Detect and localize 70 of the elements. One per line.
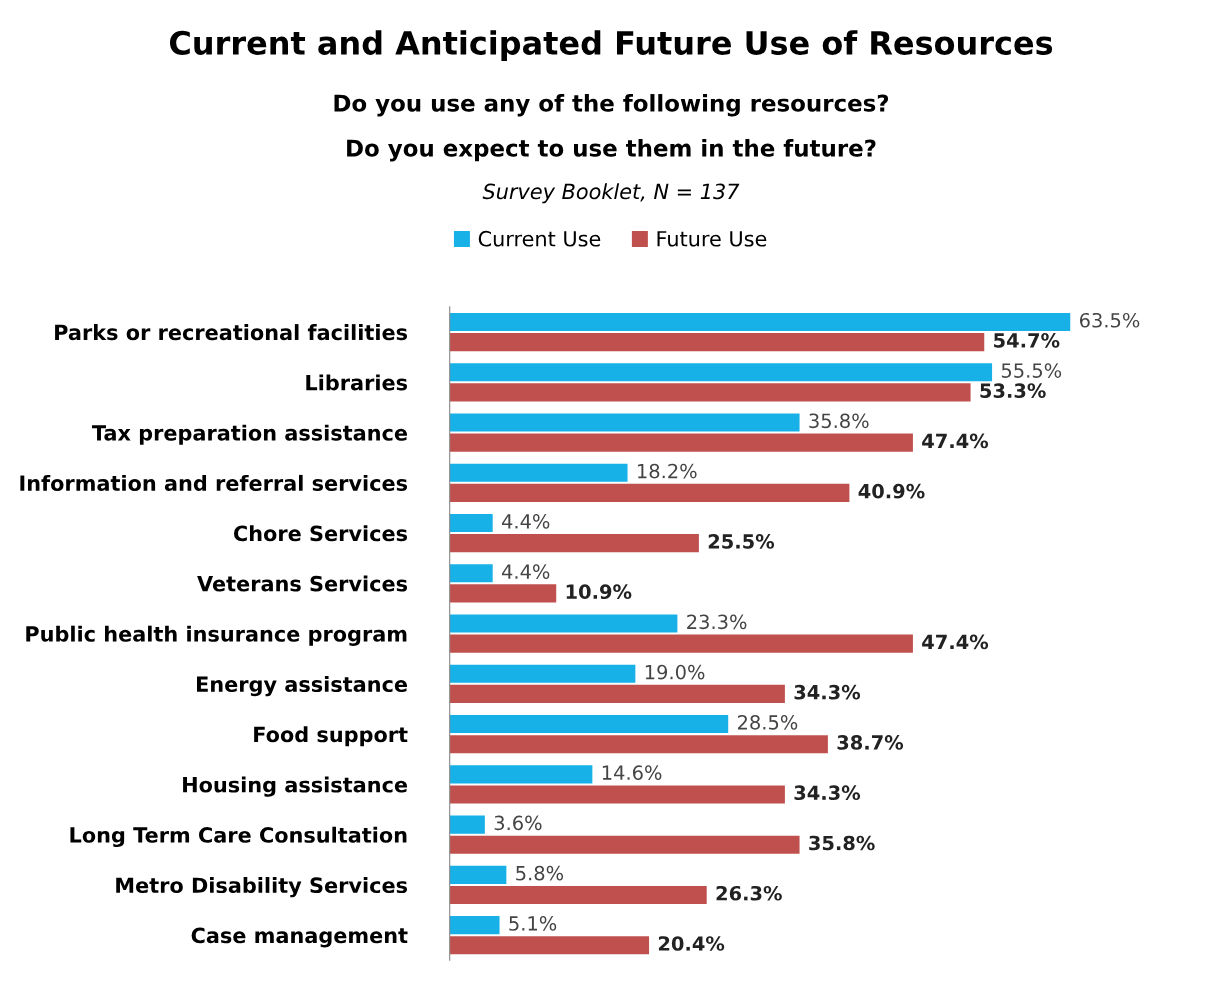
bar — [449, 312, 1071, 332]
data-label: 19.0% — [645, 664, 705, 680]
bar — [449, 534, 699, 553]
bar — [449, 835, 800, 854]
bar — [449, 634, 913, 653]
y-tick-label: Long Term Care Consultation — [70, 826, 407, 848]
data-label: 35.8% — [809, 413, 869, 429]
bar — [449, 684, 785, 703]
bar — [449, 564, 493, 583]
bar — [449, 513, 493, 533]
chart-subtitle: Do you use any of the following resources? Do you expect to use them in the future? — [334, 94, 889, 162]
bar — [449, 916, 500, 935]
data-label: 54.7% — [994, 333, 1060, 348]
y-tick-label: Energy assistance — [197, 675, 408, 697]
data-label: 47.4% — [922, 433, 989, 449]
bar — [449, 363, 993, 382]
bar — [449, 333, 985, 352]
chart-title: Current and Anticipated Future Use of Resources — [169, 30, 1053, 62]
data-label: 18.2% — [638, 463, 697, 479]
bar — [449, 584, 557, 603]
bar — [449, 483, 850, 502]
data-label: 55.5% — [1001, 363, 1062, 378]
data-label: 5.8% — [516, 865, 564, 881]
data-label: 34.3% — [794, 785, 861, 801]
y-tick-label: Tax preparation assistance — [92, 424, 408, 445]
data-label: 23.3% — [687, 614, 747, 630]
bar — [449, 664, 636, 683]
data-label: 34.3% — [794, 684, 861, 700]
data-label: 4.4% — [501, 564, 550, 579]
data-label: 35.8% — [809, 835, 875, 851]
data-label: 10.9% — [566, 584, 632, 600]
legend-label: Current Use — [478, 230, 601, 247]
data-label: 28.5% — [737, 715, 798, 730]
data-label: 47.4% — [922, 634, 989, 650]
y-tick-label: Information and referral services — [20, 474, 408, 492]
bar — [449, 433, 913, 452]
bar — [449, 463, 628, 482]
bar — [449, 413, 800, 432]
bar — [449, 936, 650, 955]
y-tick-label: Parks or recreational facilities — [55, 324, 408, 341]
bar — [449, 815, 485, 834]
y-tick-label: Case management — [191, 927, 408, 948]
y-tick-label: Housing assistance — [183, 776, 408, 797]
bar — [449, 383, 971, 402]
data-label: 20.4% — [658, 936, 725, 951]
bar — [449, 865, 507, 884]
bar — [449, 614, 678, 633]
bar — [449, 735, 828, 754]
data-label: 4.4% — [501, 513, 550, 529]
bar — [449, 785, 785, 804]
legend-label: Future Use — [657, 231, 767, 247]
y-tick-label: Public health insurance program — [26, 625, 407, 647]
data-label: 38.7% — [837, 735, 904, 750]
y-tick-label: Food support — [254, 726, 408, 747]
data-label: 40.9% — [858, 483, 925, 499]
data-label: 25.5% — [708, 534, 775, 549]
text: Survey Booklet, N = 137 — [482, 183, 740, 204]
data-label: 3.6% — [494, 815, 542, 831]
bar — [449, 765, 593, 784]
bar — [449, 715, 729, 734]
y-tick-label: Veterans Services — [197, 575, 408, 592]
data-label: 63.5% — [1079, 312, 1140, 328]
data-label: 26.3% — [716, 885, 782, 901]
data-label: 5.1% — [509, 916, 557, 931]
data-label: 14.6% — [602, 765, 662, 780]
y-tick-label: Metro Disability Services — [116, 876, 408, 898]
y-tick-label: Libraries — [306, 374, 408, 391]
bar — [449, 885, 707, 905]
y-tick-label: Chore Services — [233, 525, 408, 542]
data-label: 53.3% — [980, 383, 1046, 398]
